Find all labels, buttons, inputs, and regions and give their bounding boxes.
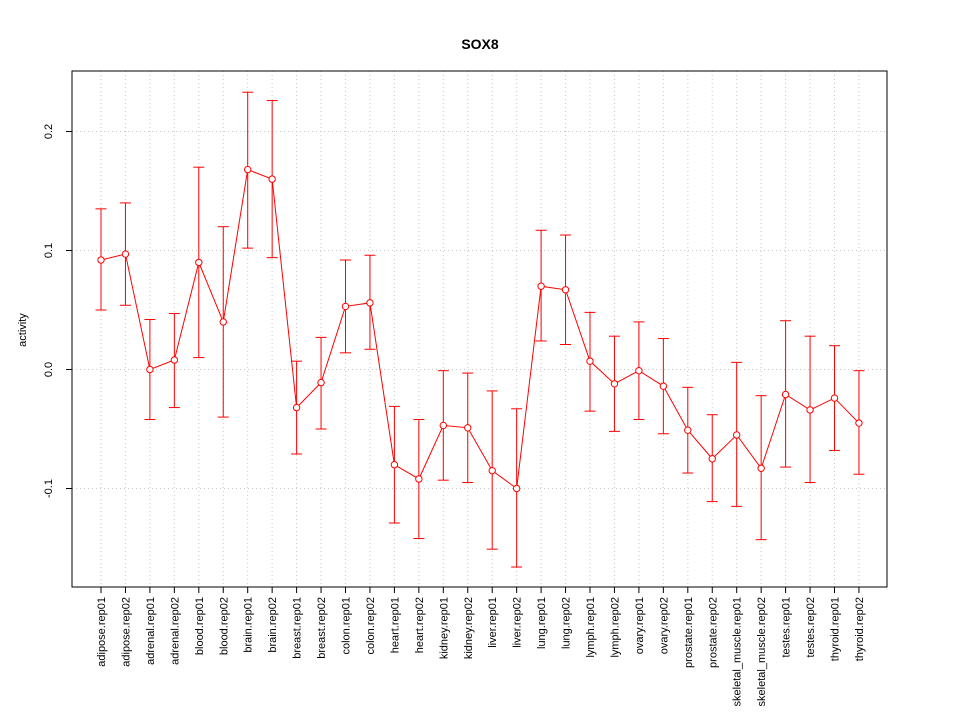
x-tick-label: brain.rep01 (243, 597, 255, 653)
data-point (635, 366, 643, 375)
x-tick-label: lymph.rep01 (585, 597, 597, 658)
x-tick-label: liver.rep02 (512, 597, 524, 648)
chart-title: SOX8 (461, 36, 499, 52)
data-point (464, 424, 472, 432)
data-point (586, 357, 594, 365)
series-line (100, 168, 860, 490)
x-tick-label: blood.rep02 (218, 597, 230, 655)
y-tick-label: 0.0 (43, 362, 55, 377)
y-axis-label: activity (17, 313, 29, 347)
x-tick-label: breast.rep02 (316, 597, 328, 659)
x-tick-label: prostate.rep01 (683, 597, 695, 668)
x-tick-label: adipose.rep01 (96, 597, 108, 667)
x-tick-label: testes.rep02 (805, 597, 817, 658)
data-point (195, 258, 203, 267)
data-point (415, 475, 423, 483)
x-tick-label: kidney.rep02 (463, 597, 475, 659)
grid-lines (72, 71, 887, 587)
error-bars (95, 91, 865, 568)
data-point (659, 382, 668, 390)
data-point (488, 466, 496, 475)
x-tick-label: skeletal_muscle.rep01 (732, 597, 744, 706)
data-point (366, 299, 374, 307)
data-point (512, 484, 521, 493)
data-point (855, 419, 863, 427)
data-point (806, 406, 814, 414)
y-axis: -0.1 0.0 0.1 0.2 (43, 124, 72, 498)
x-tick-label: heart.rep01 (389, 597, 401, 653)
data-point (170, 356, 179, 364)
x-tick-label: adrenal.rep01 (145, 597, 157, 665)
x-tick-label: prostate.rep02 (707, 597, 719, 668)
data-point (610, 380, 619, 388)
data-point (537, 282, 545, 290)
data-point (733, 431, 741, 439)
x-tick-label: breast.rep01 (292, 597, 304, 659)
data-point (121, 250, 130, 258)
data-point (292, 403, 301, 412)
data-point (390, 461, 399, 469)
x-tick-label: brain.rep02 (267, 597, 279, 653)
data-point (708, 455, 716, 463)
data-point (146, 365, 154, 374)
x-tick-label: adrenal.rep02 (169, 597, 181, 665)
data-point (219, 318, 227, 326)
x-tick-label: skeletal_muscle.rep02 (756, 597, 768, 706)
x-axis: adipose.rep01 adipose.rep02 adrenal.rep01 a… (96, 587, 866, 706)
plot-frame (71, 70, 888, 588)
x-tick-label: lung.rep01 (536, 597, 548, 649)
x-tick-label: colon.rep02 (365, 597, 377, 655)
x-tick-label: lung.rep02 (561, 597, 573, 649)
data-points (97, 165, 863, 493)
y-tick-label: 0.2 (43, 124, 55, 139)
data-point (341, 302, 350, 311)
x-tick-label: thyroid.rep01 (830, 597, 842, 661)
x-tick-label: thyroid.rep02 (854, 597, 866, 661)
x-tick-label: liver.rep01 (487, 597, 499, 648)
data-point (268, 175, 276, 183)
data-point (561, 286, 570, 294)
x-tick-label: heart.rep02 (414, 597, 426, 653)
data-point (97, 256, 105, 264)
data-point (757, 464, 765, 472)
x-tick-label: kidney.rep01 (438, 597, 450, 659)
data-point (439, 421, 447, 430)
x-tick-label: ovary.rep01 (634, 597, 646, 654)
data-point (781, 390, 790, 399)
x-tick-label: testes.rep01 (781, 597, 793, 658)
x-tick-label: colon.rep01 (341, 597, 353, 655)
y-tick-label: -0.1 (43, 479, 55, 498)
x-tick-label: adipose.rep02 (120, 597, 132, 667)
y-tick-label: 0.1 (43, 243, 55, 258)
x-tick-label: lymph.rep02 (609, 597, 621, 658)
data-point (830, 394, 839, 402)
data-point (317, 378, 325, 387)
data-point (244, 165, 252, 174)
x-tick-label: blood.rep01 (194, 597, 206, 655)
data-point (684, 426, 692, 434)
x-tick-label: ovary.rep02 (658, 597, 670, 654)
